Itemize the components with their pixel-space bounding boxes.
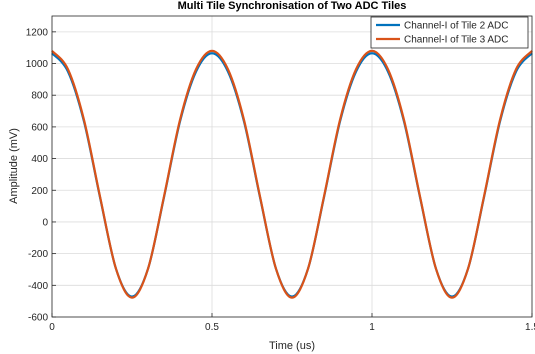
x-tick-label: 1: [369, 322, 375, 333]
series-line-2: [51, 49, 533, 299]
x-tick-label: 0.5: [205, 322, 219, 333]
y-tick-label: -200: [28, 249, 48, 260]
legend-box: [370, 16, 529, 49]
legend: Channel-I of Tile 2 ADC Channel-I of Tile…: [370, 16, 529, 49]
series-group: [51, 49, 533, 299]
series-line-1: [51, 52, 533, 298]
x-tick-label: 1.5: [525, 322, 535, 333]
y-tick-label: 1200: [26, 27, 49, 38]
y-tick-label: 0: [42, 217, 48, 228]
y-tick-label: 800: [31, 91, 48, 102]
y-tick-label: 1000: [26, 59, 49, 70]
y-tick-label: 200: [31, 186, 48, 197]
ticks: 0 0.5 1 1.5 -600 -400 -200 0 200 400 600 800 1000 120…: [26, 27, 535, 333]
y-tick-label: -600: [28, 313, 48, 324]
y-tick-label: -400: [28, 281, 48, 292]
y-tick-label: 400: [31, 154, 48, 165]
x-axis-label: Time (us): [269, 340, 315, 352]
x-tick-label: 0: [49, 322, 55, 333]
plot-area: [52, 16, 532, 317]
y-tick-label: 600: [31, 122, 48, 133]
chart-title: Multi Tile Synchronisation of Two ADC Ti…: [178, 0, 407, 12]
legend-label-2: Channel-I of Tile 3 ADC: [404, 35, 509, 46]
legend-label-1: Channel-I of Tile 2 ADC: [404, 21, 509, 32]
plot-frame: [51, 15, 533, 318]
y-axis-label: Amplitude (mV): [8, 128, 20, 204]
